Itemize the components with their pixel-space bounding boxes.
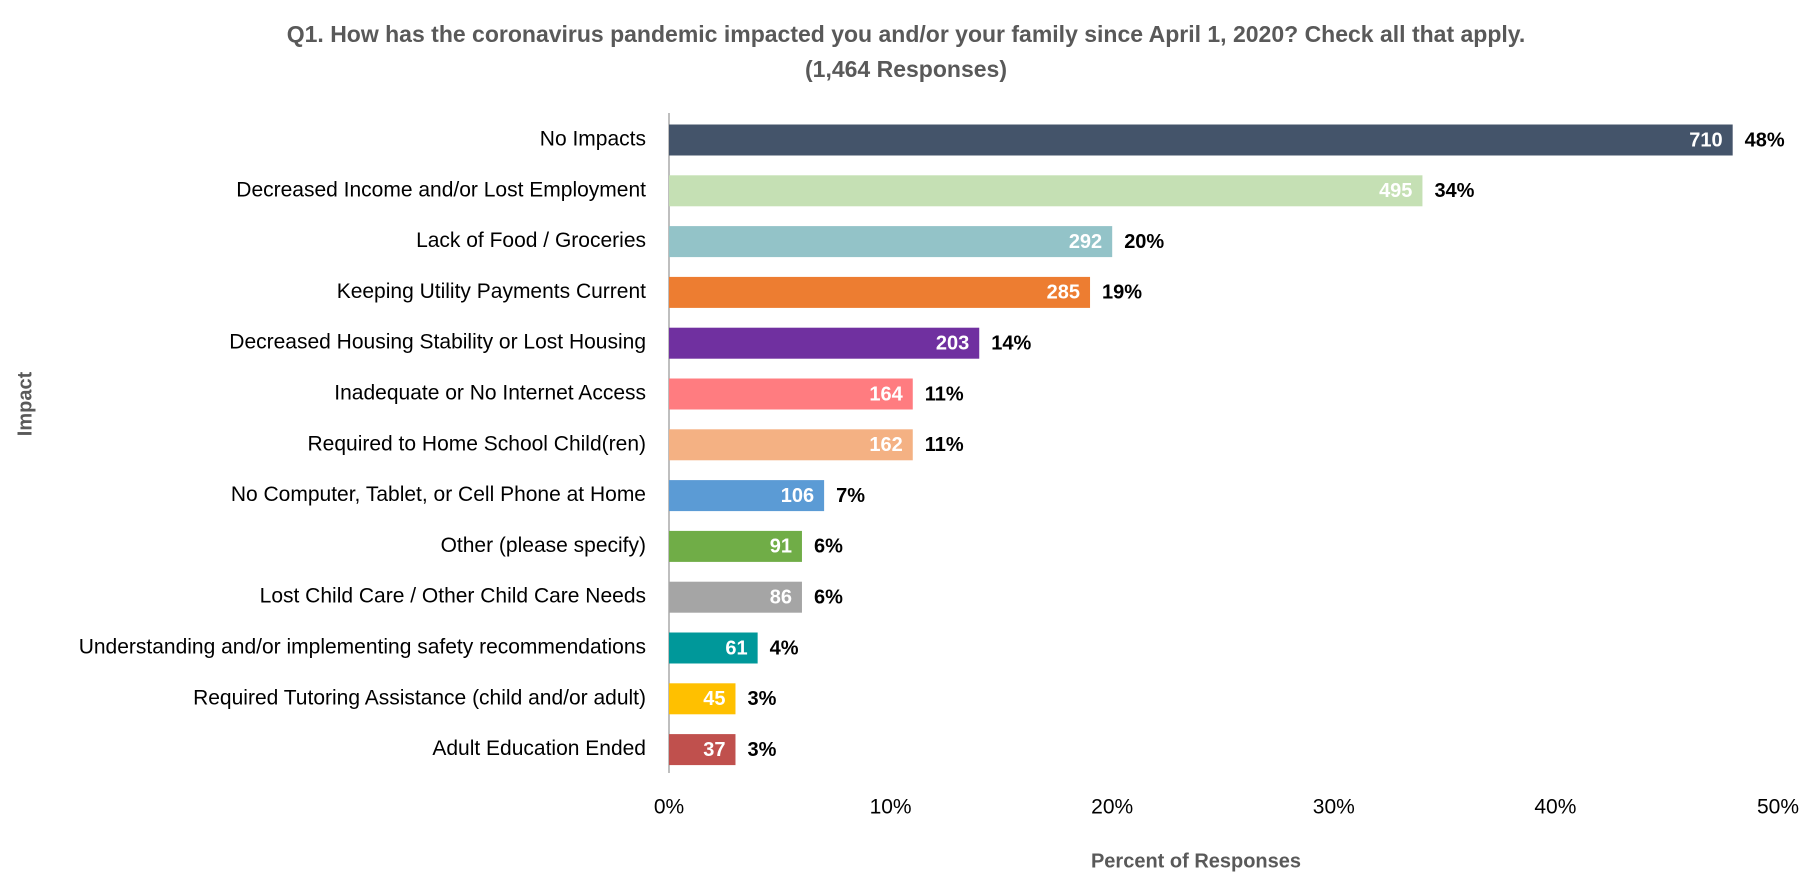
chart-subtitle: (1,464 Responses) xyxy=(805,56,1007,82)
bar xyxy=(669,734,736,766)
count-label: 495 xyxy=(1379,180,1412,202)
percent-label: 14% xyxy=(991,332,1031,354)
count-label: 203 xyxy=(936,332,969,354)
count-label: 292 xyxy=(1069,231,1102,253)
y-tick-label: Adult Education Ended xyxy=(432,737,646,760)
bar xyxy=(669,226,1113,258)
percent-label: 4% xyxy=(770,637,799,659)
bar xyxy=(669,124,1733,156)
bar xyxy=(669,530,802,562)
count-label: 86 xyxy=(770,586,792,608)
percent-label: 11% xyxy=(925,383,964,405)
bar xyxy=(669,683,736,715)
bar xyxy=(669,480,825,512)
y-tick-label: Required Tutoring Assistance (child and/… xyxy=(193,686,646,709)
percent-label: 6% xyxy=(814,586,843,608)
percent-label: 34% xyxy=(1434,180,1474,202)
y-tick-label: Other (please specify) xyxy=(441,534,646,557)
count-label: 45 xyxy=(703,688,725,710)
y-tick-label: No Computer, Tablet, or Cell Phone at Ho… xyxy=(231,483,646,506)
x-tick-label: 30% xyxy=(1313,796,1355,819)
percent-label: 6% xyxy=(814,536,843,558)
count-label: 710 xyxy=(1689,129,1722,151)
percent-label: 20% xyxy=(1124,231,1164,253)
bar xyxy=(669,632,758,664)
percent-label: 11% xyxy=(925,434,964,456)
percent-label: 48% xyxy=(1745,129,1785,151)
chart-title: Q1. How has the coronavirus pandemic imp… xyxy=(287,21,1526,47)
y-tick-label: Decreased Income and/or Lost Employment xyxy=(236,178,646,201)
count-label: 106 xyxy=(781,485,814,507)
x-tick-label: 50% xyxy=(1757,796,1799,819)
count-label: 285 xyxy=(1047,282,1080,304)
bar xyxy=(669,429,913,461)
bar xyxy=(669,175,1423,207)
y-tick-label: Inadequate or No Internet Access xyxy=(334,382,646,405)
count-label: 91 xyxy=(770,536,792,558)
x-axis-label: Percent of Responses xyxy=(1091,850,1301,872)
y-tick-label: Decreased Housing Stability or Lost Hous… xyxy=(229,331,646,354)
y-tick-label: Understanding and/or implementing safety… xyxy=(79,636,646,659)
percent-label: 7% xyxy=(836,485,865,507)
bar xyxy=(669,378,913,410)
y-tick-label: Keeping Utility Payments Current xyxy=(337,280,646,303)
x-tick-label: 0% xyxy=(654,796,684,819)
count-label: 164 xyxy=(869,383,903,405)
count-label: 61 xyxy=(725,637,747,659)
count-label: 37 xyxy=(703,739,725,761)
x-tick-label: 10% xyxy=(870,796,912,819)
bar xyxy=(669,276,1091,308)
percent-label: 3% xyxy=(747,739,776,761)
bar xyxy=(669,327,980,359)
y-tick-label: Required to Home School Child(ren) xyxy=(308,432,647,455)
y-tick-label: Lost Child Care / Other Child Care Needs xyxy=(260,585,646,608)
y-tick-label: Lack of Food / Groceries xyxy=(416,229,646,252)
percent-label: 3% xyxy=(747,688,776,710)
y-axis-label: Impact xyxy=(14,371,36,436)
percent-label: 19% xyxy=(1102,282,1142,304)
bar xyxy=(669,581,802,613)
x-tick-label: 20% xyxy=(1091,796,1133,819)
count-label: 162 xyxy=(869,434,902,456)
x-tick-label: 40% xyxy=(1534,796,1576,819)
y-tick-label: No Impacts xyxy=(540,128,646,151)
